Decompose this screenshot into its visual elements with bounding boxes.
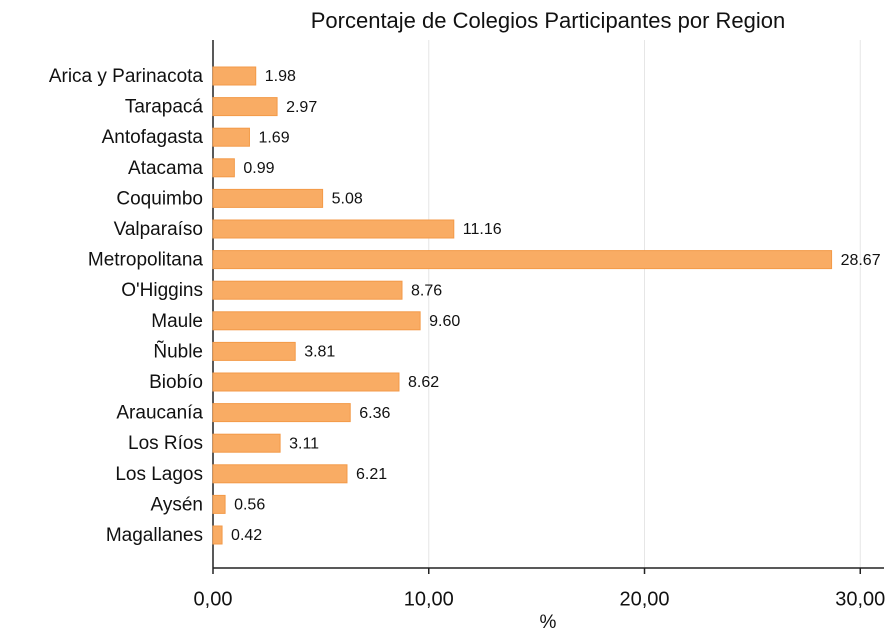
bar: [212, 525, 223, 545]
y-tick-label: Los Ríos: [128, 433, 203, 454]
bar: [212, 311, 421, 331]
value-label: 0.42: [231, 527, 262, 544]
value-label: 2.97: [286, 99, 317, 116]
value-label: 0.99: [243, 160, 274, 177]
bar: [212, 66, 257, 86]
y-tick-label: Arica y Parinacota: [49, 66, 204, 87]
y-tick-label: Coquimbo: [116, 188, 203, 209]
y-tick-label: Atacama: [128, 158, 203, 179]
value-label: 5.08: [332, 191, 363, 208]
bar: [212, 341, 296, 361]
y-tick-label: Biobío: [149, 372, 203, 393]
y-tick-label: Tarapacá: [125, 97, 204, 118]
bar: [212, 250, 833, 270]
bar: [212, 433, 281, 453]
value-label: 3.11: [289, 435, 319, 452]
bar: [212, 97, 278, 117]
value-label: 3.81: [304, 344, 335, 361]
bar: [212, 188, 324, 208]
y-tick-label: Antofagasta: [102, 127, 204, 148]
value-label: 28.67: [841, 252, 881, 269]
bar: [212, 372, 400, 392]
x-tick-label: 10,00: [404, 588, 454, 610]
value-label: 8.76: [411, 282, 442, 299]
y-tick-label: Aysén: [151, 494, 203, 515]
y-tick-label: Magallanes: [106, 525, 203, 546]
value-label: 6.36: [359, 405, 390, 422]
value-label: 6.21: [356, 466, 387, 483]
y-tick-label: O'Higgins: [121, 280, 203, 301]
value-label: 9.60: [429, 313, 460, 330]
bar: [212, 464, 348, 484]
y-tick-label: Valparaíso: [114, 219, 203, 240]
bar: [212, 219, 455, 239]
bar: [212, 127, 250, 147]
x-axis-label: %: [540, 612, 557, 633]
value-label: 8.62: [408, 374, 439, 391]
chart-title: Porcentaje de Colegios Participantes por…: [311, 8, 786, 33]
x-tick-label: 30,00: [835, 588, 885, 610]
bar: [212, 280, 403, 300]
value-label: 1.69: [258, 129, 289, 146]
y-tick-label: Los Lagos: [115, 464, 203, 485]
bar: [212, 158, 235, 178]
value-label: 0.56: [234, 497, 265, 514]
bar: [212, 494, 226, 514]
x-tick-label: 0,00: [194, 588, 233, 610]
y-tick-label: Araucanía: [116, 403, 203, 424]
y-tick-label: Metropolitana: [88, 250, 204, 271]
y-tick-label: Maule: [151, 311, 203, 332]
x-tick-label: 20,00: [619, 588, 669, 610]
value-label: 1.98: [265, 68, 296, 85]
value-label: 11.16: [463, 221, 502, 238]
y-tick-label: Ñuble: [153, 340, 203, 362]
bar: [212, 403, 351, 423]
